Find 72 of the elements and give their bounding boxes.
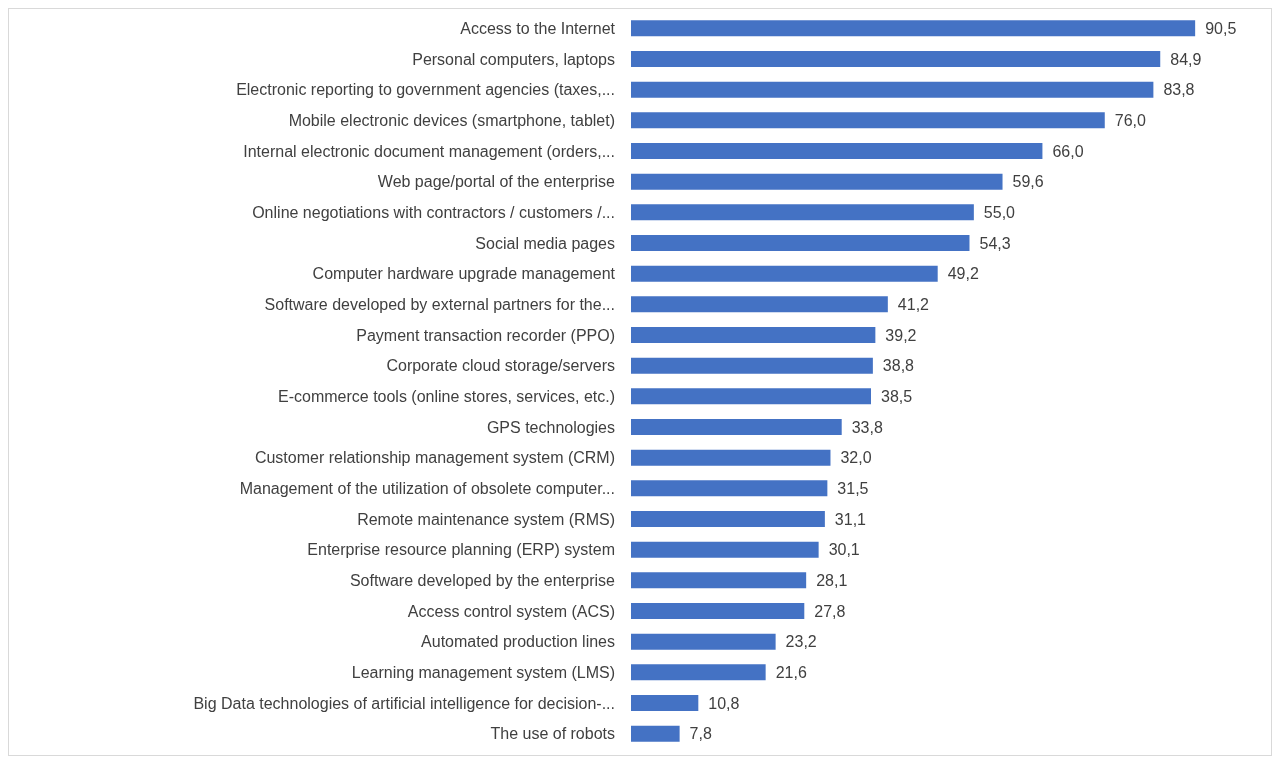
y-tick-label: E-commerce tools (online stores, services, etc.) — [278, 388, 615, 406]
data-label: 90,5 — [1205, 19, 1237, 37]
bar — [631, 388, 871, 405]
bar — [631, 480, 828, 497]
y-tick-label: GPS technologies — [486, 418, 615, 436]
data-label: 33,8 — [851, 418, 883, 436]
bar — [631, 603, 805, 620]
y-tick-label: Remote maintenance system (RMS) — [357, 510, 615, 528]
y-tick-label: Mobile electronic devices (smartphone, tablet) — [288, 112, 615, 130]
bar — [631, 204, 974, 221]
data-label: 83,8 — [1163, 81, 1195, 99]
bar — [631, 173, 1003, 190]
y-tick-label: Access to the Internet — [460, 20, 616, 38]
bar — [631, 449, 831, 466]
data-label: 31,5 — [837, 479, 869, 497]
y-tick-label: Management of the utilization of obsolete computer... — [239, 480, 615, 498]
bar — [631, 572, 807, 589]
data-label: 41,2 — [897, 295, 930, 313]
data-label: 27,8 — [814, 602, 846, 620]
bar — [631, 112, 1105, 129]
y-tick-label: Customer relationship management system (CRM) — [254, 449, 615, 467]
bar — [631, 357, 873, 374]
y-tick-label: Access control system (ACS) — [407, 602, 615, 620]
bar — [631, 20, 1196, 37]
y-tick-label: Electronic reporting to government agencies (taxes,... — [236, 81, 615, 99]
data-label: 76,0 — [1114, 111, 1146, 129]
bar — [631, 296, 888, 313]
data-label: 49,2 — [947, 265, 979, 283]
bar — [631, 633, 776, 650]
data-label: 30,1 — [828, 541, 860, 559]
data-label: 59,6 — [1012, 173, 1044, 191]
bar — [631, 235, 970, 252]
data-label: 38,8 — [882, 357, 915, 375]
data-label: 7,8 — [689, 725, 712, 743]
bar — [631, 725, 680, 742]
y-tick-label: Computer hardware upgrade management — [312, 265, 616, 283]
y-tick-label: Online negotiations with contractors / customers /... — [252, 204, 615, 222]
y-tick-label: Software developed by external partners for the... — [264, 296, 615, 314]
bar — [631, 695, 699, 712]
y-tick-label: Big Data technologies of artificial intelligence for decision-... — [193, 694, 615, 712]
y-tick-label: Internal electronic document management (orders,... — [243, 142, 615, 160]
y-tick-label: Software developed by the enterprise — [349, 572, 616, 590]
y-tick-label: Personal computers, laptops — [412, 50, 615, 68]
data-label: 54,3 — [979, 234, 1011, 252]
bar — [631, 81, 1154, 98]
data-label: 28,1 — [816, 571, 848, 589]
bar — [631, 541, 819, 558]
bar — [631, 664, 766, 681]
data-label: 39,2 — [885, 326, 917, 344]
bar — [631, 265, 938, 282]
y-tick-label: Corporate cloud storage/servers — [386, 357, 615, 375]
data-label: 66,0 — [1052, 142, 1084, 160]
y-tick-label: Payment transaction recorder (PPO) — [356, 326, 615, 344]
y-tick-label: The use of robots — [490, 725, 615, 743]
data-label: 32,0 — [840, 449, 872, 467]
y-tick-label: Automated production lines — [421, 633, 615, 651]
bar — [631, 419, 842, 436]
bar — [631, 327, 876, 344]
bar — [631, 511, 825, 528]
bar — [631, 51, 1161, 68]
data-label: 38,5 — [881, 387, 913, 405]
data-label: 84,9 — [1170, 50, 1202, 68]
data-label: 55,0 — [983, 203, 1016, 221]
y-tick-label: Social media pages — [475, 234, 615, 252]
bar — [631, 143, 1043, 160]
y-tick-label: Learning management system (LMS) — [351, 664, 615, 682]
y-tick-label: Enterprise resource planning (ERP) system — [307, 541, 615, 559]
data-label: 31,1 — [834, 510, 867, 528]
y-tick-label: Web page/portal of the enterprise — [377, 173, 616, 191]
data-label: 23,2 — [785, 633, 817, 651]
data-label: 21,6 — [775, 663, 807, 681]
data-label: 10,8 — [708, 694, 740, 712]
